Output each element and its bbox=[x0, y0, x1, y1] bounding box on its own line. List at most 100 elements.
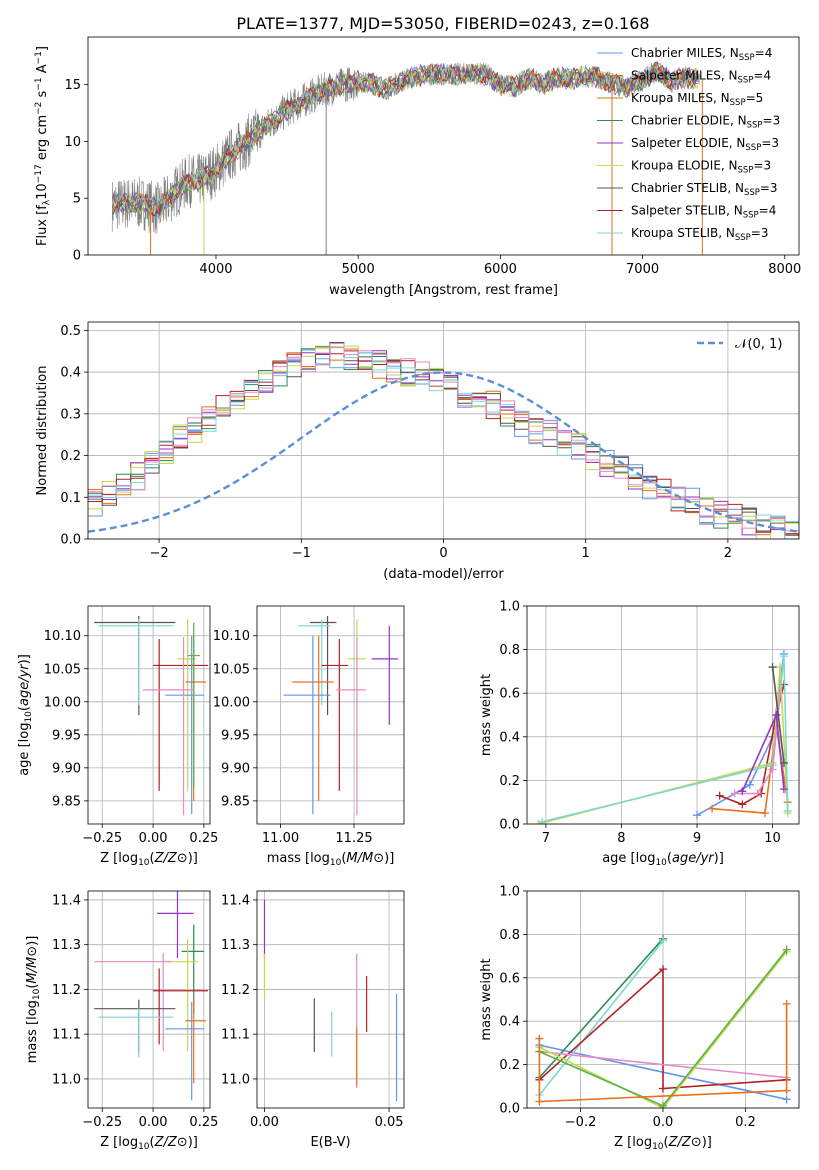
x-axis-label: E(B-V) bbox=[310, 1135, 350, 1150]
x-tick-label: 8 bbox=[617, 831, 625, 846]
x-tick-label: 11.25 bbox=[335, 831, 372, 846]
x-tick-label: 1 bbox=[582, 546, 590, 561]
x-tick-label: −0.2 bbox=[565, 1115, 597, 1130]
histogram-step bbox=[88, 343, 799, 532]
y-tick-label: 11.4 bbox=[52, 893, 81, 908]
y-tick-label: 10.05 bbox=[44, 662, 81, 677]
x-tick-label: 0.00 bbox=[139, 831, 168, 846]
weight-marker bbox=[659, 1084, 667, 1093]
x-axis-label: Z [log10(Z/Z⊙)] bbox=[614, 1135, 712, 1152]
weight-marker bbox=[779, 758, 788, 767]
y-axis-label: mass weight bbox=[479, 958, 494, 1040]
y-tick-label: 0.0 bbox=[60, 533, 81, 548]
x-tick-label: −1 bbox=[292, 546, 311, 561]
y-tick-label: 9.85 bbox=[52, 794, 81, 809]
x-axis-label: mass [log10(M/M⊙)] bbox=[267, 851, 395, 868]
spectrum-legend: Chabrier MILES, NSSP=4 Salpeter MILES, NS… bbox=[597, 46, 780, 243]
y-axis-label: Normed distribution bbox=[35, 366, 50, 496]
age-vs-mass-panel: 11.00 11.25 9.85 9.90 9.95 10.00 10.05 10.10 mas… bbox=[213, 605, 405, 868]
residuals-panel: −2 −1 0 1 2 0.0 0.1 0.2 0.3 0.4 0.5 𝒩(0, 1) (data-mo… bbox=[35, 321, 800, 582]
weight-marker bbox=[659, 1101, 667, 1108]
x-tick-label: 11.00 bbox=[262, 831, 299, 846]
weight-line bbox=[734, 693, 781, 795]
mass-vs-Z-panel: −0.25 0.00 0.25 11.0 11.1 11.2 11.3 11.4 Z [log1… bbox=[25, 890, 218, 1152]
y-tick-label: 1.0 bbox=[499, 885, 520, 900]
legend-label: Kroupa STELIB, NSSP=3 bbox=[631, 226, 769, 243]
y-tick-label: 0.3 bbox=[60, 407, 81, 422]
weight-marker bbox=[782, 1086, 791, 1095]
y-tick-label: 0.1 bbox=[60, 491, 81, 506]
legend-label: Kroupa ELODIE, NSSP=3 bbox=[631, 159, 771, 176]
weight-marker bbox=[659, 965, 667, 974]
y-tick-label: 10.10 bbox=[44, 629, 81, 644]
weight-marker bbox=[753, 789, 762, 798]
y-tick-label: 0.0 bbox=[499, 1102, 520, 1117]
model-line bbox=[111, 63, 699, 216]
weight-marker bbox=[768, 765, 777, 774]
weight-line bbox=[541, 656, 789, 823]
y-tick-label: 9.95 bbox=[52, 728, 81, 743]
y-tick-label: 0 bbox=[73, 249, 81, 264]
weight-vs-Z-panel: −0.2 0.0 0.2 0.0 0.2 0.4 0.6 0.8 1.0 Z [log10(Z/Z… bbox=[479, 885, 800, 1152]
legend-label: Chabrier ELODIE, NSSP=3 bbox=[631, 114, 780, 131]
y-tick-label: 9.90 bbox=[221, 761, 250, 776]
y-tick-label: 11.2 bbox=[221, 983, 250, 998]
y-tick-label: 11.1 bbox=[221, 1028, 250, 1043]
x-axis-label: (data-model)/error bbox=[383, 567, 504, 582]
y-tick-label: 11.0 bbox=[221, 1072, 250, 1087]
y-tick-label: 10 bbox=[64, 135, 81, 150]
weight-marker bbox=[782, 999, 791, 1008]
x-tick-label: 8000 bbox=[768, 262, 801, 277]
legend-label: Chabrier STELIB, NSSP=3 bbox=[631, 181, 778, 198]
weight-marker bbox=[538, 817, 547, 824]
axes-frame bbox=[87, 605, 211, 825]
x-axis-label: Z [log10(Z/Z⊙)] bbox=[100, 1135, 198, 1152]
weight-line bbox=[538, 967, 787, 1090]
weight-marker bbox=[708, 804, 717, 813]
x-tick-label: 2 bbox=[724, 546, 732, 561]
mass-vs-EBV-panel: 0.00 0.05 11.0 11.1 11.2 11.3 11.4 E(B-V) bbox=[221, 890, 405, 1150]
spectrum-panel: 4000 5000 6000 7000 8000 0 5 10 15 Chabrier MILES… bbox=[34, 36, 801, 298]
y-tick-label: 11.3 bbox=[221, 938, 250, 953]
weight-series-group bbox=[535, 934, 791, 1108]
weight-series-group bbox=[534, 649, 792, 824]
x-tick-label: 10 bbox=[764, 831, 781, 846]
x-tick-label: 0.25 bbox=[189, 1115, 218, 1130]
y-tick-label: 11.2 bbox=[52, 983, 81, 998]
x-axis-label: age [log10(age/yr)] bbox=[602, 851, 724, 868]
weight-marker bbox=[715, 791, 724, 800]
histogram-group bbox=[88, 342, 799, 539]
model-line bbox=[111, 61, 699, 217]
weight-marker bbox=[693, 811, 701, 820]
x-tick-label: 0.00 bbox=[139, 1115, 168, 1130]
y-axis-label: mass [log10(M/M⊙)] bbox=[25, 936, 42, 1064]
spectrum-series-group bbox=[111, 60, 703, 255]
y-tick-label: 0.2 bbox=[499, 1058, 520, 1073]
y-tick-label: 0.6 bbox=[499, 971, 520, 986]
weight-marker bbox=[768, 663, 777, 672]
x-tick-label: 5000 bbox=[342, 262, 375, 277]
y-tick-label: 0.4 bbox=[60, 366, 81, 381]
weight-line bbox=[539, 1050, 787, 1079]
x-tick-label: 0.0 bbox=[653, 1115, 674, 1130]
y-tick-label: 0.2 bbox=[499, 774, 520, 789]
weight-marker bbox=[535, 1097, 544, 1106]
legend-label: Salpeter MILES, NSSP=4 bbox=[631, 69, 771, 86]
figure-title: PLATE=1377, MJD=53050, FIBERID=0243, z=0… bbox=[236, 14, 649, 33]
axes-frame bbox=[87, 321, 800, 540]
weight-line bbox=[538, 940, 664, 1096]
y-tick-label: 10.00 bbox=[44, 695, 81, 710]
x-tick-label: 4000 bbox=[199, 262, 232, 277]
weight-line bbox=[538, 1003, 788, 1103]
x-tick-label: −0.25 bbox=[82, 831, 122, 846]
legend-label: Salpeter ELODIE, NSSP=3 bbox=[631, 136, 779, 153]
weight-marker bbox=[738, 800, 747, 809]
y-tick-label: 11.3 bbox=[52, 938, 81, 953]
x-tick-label: 0.00 bbox=[250, 1115, 279, 1130]
legend-label: 𝒩(0, 1) bbox=[735, 337, 782, 352]
x-tick-label: 0 bbox=[439, 546, 447, 561]
y-tick-label: 11.4 bbox=[221, 893, 250, 908]
weight-line bbox=[771, 666, 785, 764]
axes-frame bbox=[87, 890, 211, 1109]
